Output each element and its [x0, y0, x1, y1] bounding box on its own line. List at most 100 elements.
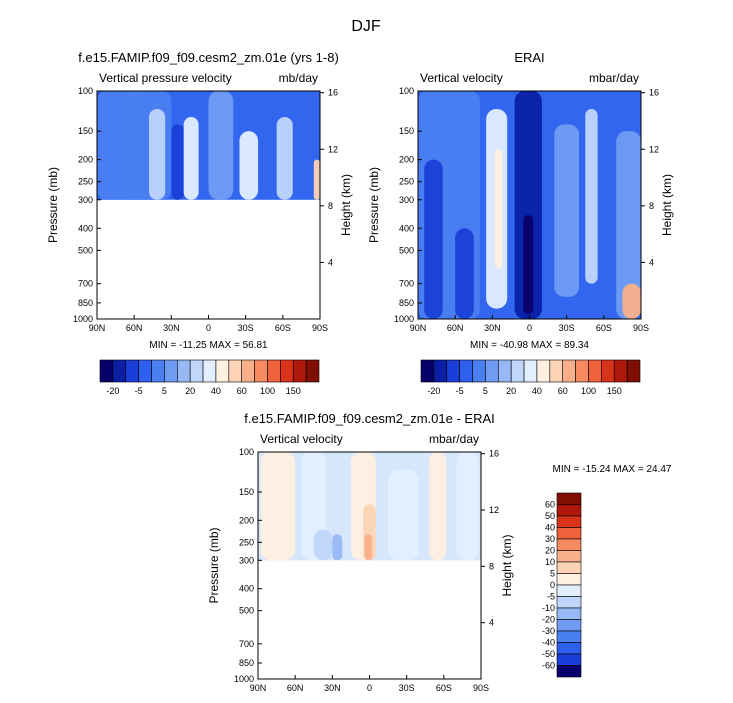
x-tick-label: 60N — [447, 323, 464, 333]
colorbar-swatch — [280, 359, 294, 383]
colorbar-swatch — [549, 359, 564, 383]
colorbar-swatch — [112, 359, 127, 383]
y-tick-label: 850 — [78, 298, 93, 308]
contour-region — [428, 452, 447, 561]
colorbar-swatch — [556, 527, 582, 540]
colorbar-swatch — [189, 359, 204, 383]
y2-tick-label: 16 — [328, 88, 338, 98]
y2-tick-label: 8 — [328, 201, 333, 211]
y-tick-label: 100 — [78, 86, 93, 96]
x-tick-label: 90S — [633, 323, 649, 333]
y2-tick-label: 8 — [489, 561, 494, 571]
y-tick-label: 200 — [78, 155, 93, 165]
colorbar-label: -10 — [542, 603, 555, 613]
x-tick-label: 30N — [163, 323, 180, 333]
x-tick-label: 30S — [399, 683, 415, 693]
contour-region — [456, 452, 479, 561]
colorbar-label: -40 — [542, 638, 555, 648]
colorbar-swatch — [99, 359, 114, 383]
colorbar-swatch — [241, 359, 255, 383]
colorbar-swatch — [613, 359, 628, 383]
y2-tick-label: 4 — [489, 618, 494, 628]
colorbar-label: 150 — [286, 386, 301, 396]
y-tick-label: 200 — [399, 155, 414, 165]
y-tick-label: 150 — [399, 126, 414, 136]
x-tick-label: 0 — [527, 323, 532, 333]
panel-difference: f.e15.FAMIP.f09_f09.cesm2_zm.01e - ERAI V… — [207, 411, 672, 693]
contour-region — [364, 534, 372, 561]
colorbar-label: 5 — [550, 569, 555, 579]
x-tick-label: 30S — [238, 323, 254, 333]
x-tick-label: 60S — [596, 323, 612, 333]
colorbar-swatch — [556, 515, 582, 528]
x-tick-label: 90S — [312, 323, 328, 333]
colorbar-label: 100 — [260, 386, 275, 396]
x-tick-label: 30S — [559, 323, 575, 333]
chart-subtitle-right: mb/day — [279, 71, 318, 85]
colorbar-swatch — [588, 359, 602, 383]
colorbar-label: 50 — [545, 511, 555, 521]
contour-region — [585, 109, 598, 284]
y-axis-label: Pressure (mb) — [46, 167, 60, 243]
colorbar-label: -50 — [542, 649, 555, 659]
colorbar-label: 60 — [237, 386, 247, 396]
colorbar-swatch — [459, 359, 473, 383]
x-tick-label: 0 — [206, 323, 211, 333]
x-tick-label: 90N — [89, 323, 106, 333]
y-tick-label: 850 — [399, 298, 414, 308]
y2-tick-label: 8 — [649, 201, 654, 211]
colorbar-swatch — [497, 359, 512, 383]
colorbar-swatch — [601, 359, 615, 383]
colorbar-swatch — [510, 359, 525, 383]
y-tick-label: 500 — [399, 245, 414, 255]
colorbar-label: -30 — [542, 626, 555, 636]
y2-tick-label: 12 — [328, 144, 338, 154]
colorbar-label: 20 — [185, 386, 195, 396]
y-tick-label: 500 — [78, 245, 93, 255]
colorbar-swatch — [485, 359, 499, 383]
y-tick-label: 850 — [239, 658, 254, 668]
stats-text: MIN = -15.24 MAX = 24.47 — [553, 464, 672, 475]
chart-subtitle-right: mbar/day — [429, 432, 479, 446]
y2-tick-label: 16 — [649, 88, 659, 98]
y-tick-label: 700 — [239, 639, 254, 649]
contour-region — [332, 534, 343, 561]
y-tick-label: 700 — [399, 279, 414, 289]
y-axis-label: Pressure (mb) — [207, 527, 221, 603]
contour-region — [455, 228, 474, 319]
colorbar-label: -20 — [106, 386, 119, 396]
colorbar-swatch — [556, 630, 582, 643]
colorbar-label: 40 — [545, 523, 555, 533]
y-tick-label: 1000 — [73, 314, 93, 324]
colorbar-swatch — [556, 504, 582, 517]
colorbar-swatch — [305, 359, 320, 383]
panel-model: f.e15.FAMIP.f09_f09.cesm2_zm.01e (yrs 1-… — [46, 50, 353, 396]
colorbar-swatch — [556, 642, 582, 655]
contour-region — [523, 215, 534, 314]
y2-tick-label: 4 — [649, 257, 654, 267]
colorbar-swatch — [556, 665, 582, 678]
colorbar-label: 60 — [558, 386, 568, 396]
stats-text: MIN = -11.25 MAX = 56.81 — [149, 340, 268, 351]
x-tick-label: 60S — [436, 683, 452, 693]
colorbar-swatch — [228, 359, 243, 383]
contour-region — [514, 91, 542, 319]
colorbar-label: -20 — [427, 386, 440, 396]
colorbar-swatch — [151, 359, 165, 383]
chart-subtitle-right: mbar/day — [589, 71, 639, 85]
colorbar-swatch — [202, 359, 217, 383]
contour-region — [622, 283, 641, 319]
y-tick-label: 250 — [78, 177, 93, 187]
colorbar-label: 60 — [545, 500, 555, 510]
colorbar-swatch — [292, 359, 307, 383]
y-tick-label: 400 — [399, 223, 414, 233]
contour-region — [239, 131, 259, 200]
y-tick-label: 100 — [239, 447, 254, 457]
chart-title: f.e15.FAMIP.f09_f09.cesm2_zm.01e (yrs 1-… — [78, 50, 339, 65]
colorbar-swatch — [267, 359, 281, 383]
colorbar-swatch — [556, 561, 582, 574]
y-tick-label: 500 — [239, 606, 254, 616]
contour-region — [171, 124, 184, 200]
y2-axis-label: Height (km) — [660, 174, 674, 236]
